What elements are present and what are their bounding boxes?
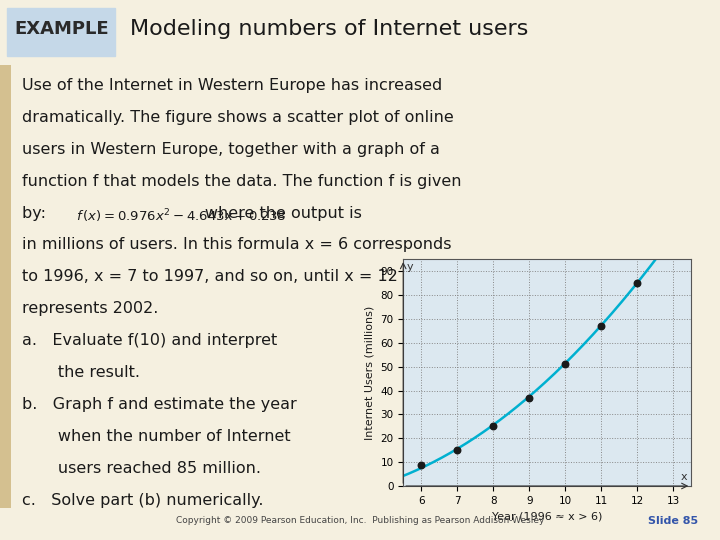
Text: $f\,(x) = 0.976x^2 - 4.643x + 0.238$: $f\,(x) = 0.976x^2 - 4.643x + 0.238$ bbox=[76, 208, 286, 225]
Text: b.   Graph f and estimate the year: b. Graph f and estimate the year bbox=[22, 397, 297, 412]
FancyBboxPatch shape bbox=[7, 8, 115, 56]
Text: by:                               where the output is: by: where the output is bbox=[22, 206, 361, 221]
Text: represents 2002.: represents 2002. bbox=[22, 301, 158, 316]
Text: Slide 85: Slide 85 bbox=[648, 516, 698, 526]
Point bbox=[631, 279, 643, 287]
Text: in millions of users. In this formula x = 6 corresponds: in millions of users. In this formula x … bbox=[22, 238, 451, 253]
Text: Copyright © 2009 Pearson Education, Inc.  Publishing as Pearson Addison-Wesley: Copyright © 2009 Pearson Education, Inc.… bbox=[176, 516, 544, 525]
Text: y: y bbox=[407, 261, 413, 272]
Text: when the number of Internet: when the number of Internet bbox=[22, 429, 290, 444]
Text: to 1996, x = 7 to 1997, and so on, until x = 12: to 1996, x = 7 to 1997, and so on, until… bbox=[22, 269, 397, 285]
Point bbox=[415, 460, 427, 469]
Text: function f that models the data. The function f is given: function f that models the data. The fun… bbox=[22, 174, 461, 188]
Text: c.   Solve part (b) numerically.: c. Solve part (b) numerically. bbox=[22, 492, 263, 508]
Point bbox=[487, 422, 499, 430]
Point bbox=[595, 322, 607, 330]
Text: dramatically. The figure shows a scatter plot of online: dramatically. The figure shows a scatter… bbox=[22, 110, 454, 125]
Text: x: x bbox=[681, 472, 688, 482]
Text: Modeling numbers of Internet users: Modeling numbers of Internet users bbox=[130, 19, 528, 39]
FancyBboxPatch shape bbox=[0, 65, 11, 508]
Text: users reached 85 million.: users reached 85 million. bbox=[22, 461, 261, 476]
Point bbox=[523, 393, 535, 402]
Text: a.   Evaluate f(10) and interpret: a. Evaluate f(10) and interpret bbox=[22, 333, 277, 348]
Text: the result.: the result. bbox=[22, 365, 140, 380]
Y-axis label: Internet Users (millions): Internet Users (millions) bbox=[365, 306, 375, 440]
X-axis label: Year (1996 ≈ x > 6): Year (1996 ≈ x > 6) bbox=[492, 511, 603, 521]
Point bbox=[559, 360, 571, 369]
Text: EXAMPLE: EXAMPLE bbox=[14, 20, 109, 38]
Text: Use of the Internet in Western Europe has increased: Use of the Internet in Western Europe ha… bbox=[22, 78, 442, 93]
Point bbox=[451, 446, 463, 455]
Text: users in Western Europe, together with a graph of a: users in Western Europe, together with a… bbox=[22, 142, 439, 157]
